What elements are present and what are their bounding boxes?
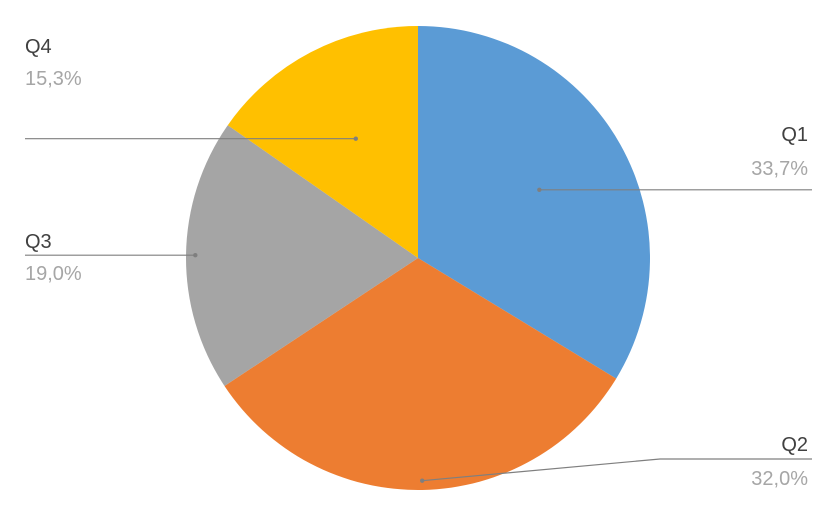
leader-lines-layer <box>25 136 812 483</box>
pie-slice-q3 <box>185 125 418 386</box>
category-label-q3: Q3 <box>25 231 52 253</box>
pie-slice-q1 <box>418 26 650 379</box>
slices-layer <box>185 26 650 491</box>
percent-label-q3: 19,0% <box>25 263 82 285</box>
pie-slice-q4 <box>227 26 418 258</box>
percent-label-q2: 32,0% <box>751 468 808 490</box>
category-label-q4: Q4 <box>25 36 52 58</box>
leader-line-q2 <box>422 458 812 482</box>
percent-label-q4: 15,3% <box>25 68 82 90</box>
percent-label-q1: 33,7% <box>751 158 808 180</box>
pie-slice-q2 <box>224 258 617 491</box>
category-label-q1: Q1 <box>781 124 808 146</box>
labels-layer: Q1 33,7% Q2 32,0% Q3 19,0% Q4 15,3% <box>25 36 808 490</box>
category-label-q2: Q2 <box>781 434 808 456</box>
